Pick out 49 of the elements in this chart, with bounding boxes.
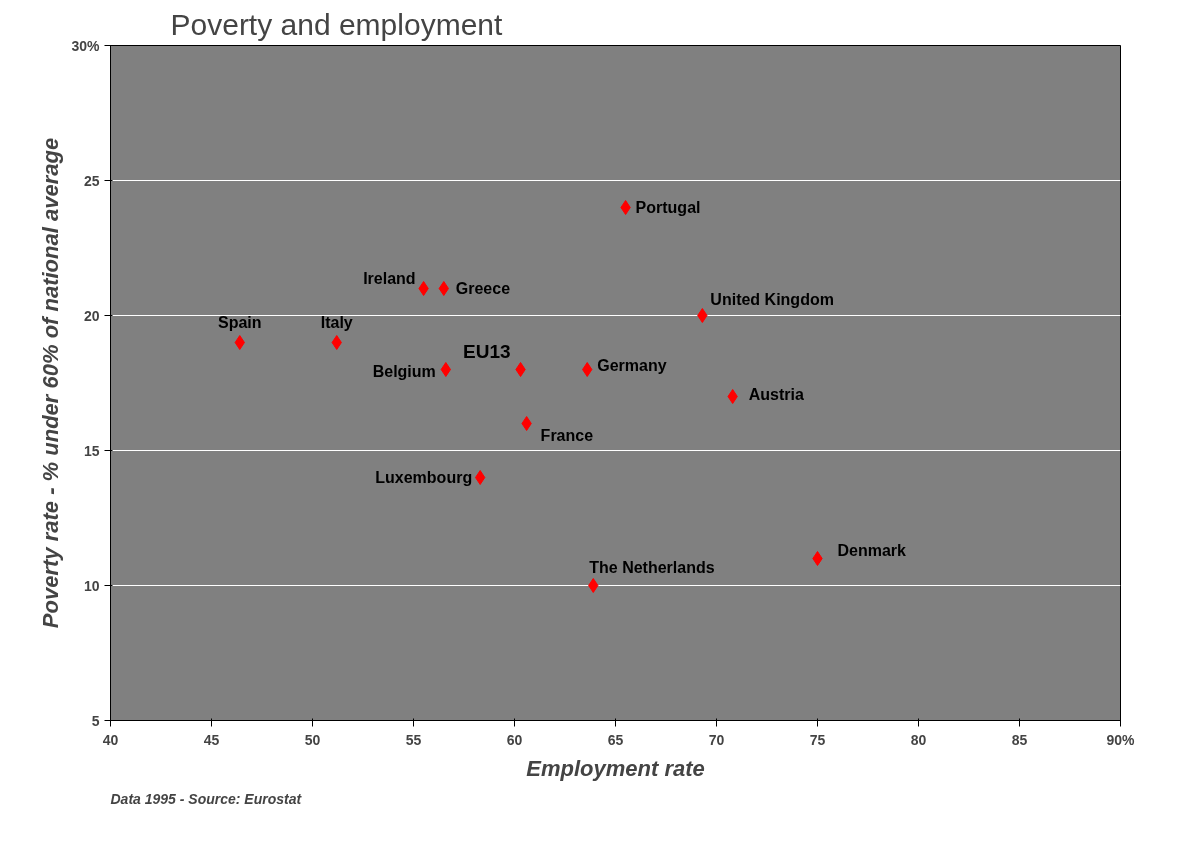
y-tick-label: 10 xyxy=(83,577,100,594)
point xyxy=(521,416,532,431)
x-tick-label: 80 xyxy=(910,731,927,748)
x-tick-label: 90% xyxy=(1106,731,1136,748)
point xyxy=(812,551,823,566)
point xyxy=(331,335,342,350)
annotation: Italy xyxy=(320,313,353,331)
annotation: Luxembourg xyxy=(375,469,473,486)
chart-title: Poverty and employment xyxy=(170,7,503,41)
x-tick-label: 60 xyxy=(506,731,523,748)
point xyxy=(515,362,526,377)
point xyxy=(234,335,245,350)
annotation: Austria xyxy=(748,386,804,403)
text: Data 1995 - Source: Eurostat xyxy=(110,790,303,807)
annotation: EU13 xyxy=(463,340,511,362)
y-tick-label: 5 xyxy=(91,712,100,729)
y-tick-label: 25 xyxy=(83,172,100,189)
annotation: The Netherlands xyxy=(589,558,715,576)
annotation: Portugal xyxy=(635,199,701,216)
point xyxy=(440,362,451,377)
point xyxy=(697,308,708,323)
x-tick-label: 40 xyxy=(102,731,119,748)
x-tick-label: 70 xyxy=(708,731,725,748)
annotation: Ireland xyxy=(363,269,416,287)
y-tick-label: 20 xyxy=(83,307,100,324)
point xyxy=(582,362,593,377)
x-tick-label: 45 xyxy=(203,731,220,748)
point xyxy=(474,470,486,485)
point xyxy=(418,281,429,296)
point xyxy=(438,281,449,296)
x-tick-label: 50 xyxy=(304,731,321,748)
annotation: Denmark xyxy=(837,542,907,559)
y-axis-title: Poverty rate - % under 60% of national average xyxy=(38,137,64,629)
x-axis-title: Employment rate xyxy=(526,755,705,781)
annotation: France xyxy=(540,427,594,444)
x-tick-label: 85 xyxy=(1011,731,1028,748)
annotation: United Kingdom xyxy=(710,290,834,308)
y-tick-label: 30% xyxy=(71,37,101,54)
annotation: Belgium xyxy=(372,363,436,380)
point xyxy=(620,200,631,215)
point xyxy=(588,578,599,593)
annotation: Spain xyxy=(218,313,262,331)
x-tick-label: 75 xyxy=(809,731,826,748)
y-tick-label: 15 xyxy=(83,442,100,459)
x-tick-label: 55 xyxy=(405,731,422,748)
annotation: Greece xyxy=(455,280,511,297)
annotation: Germany xyxy=(597,357,667,374)
x-tick-label: 65 xyxy=(607,731,624,748)
point xyxy=(727,389,738,404)
